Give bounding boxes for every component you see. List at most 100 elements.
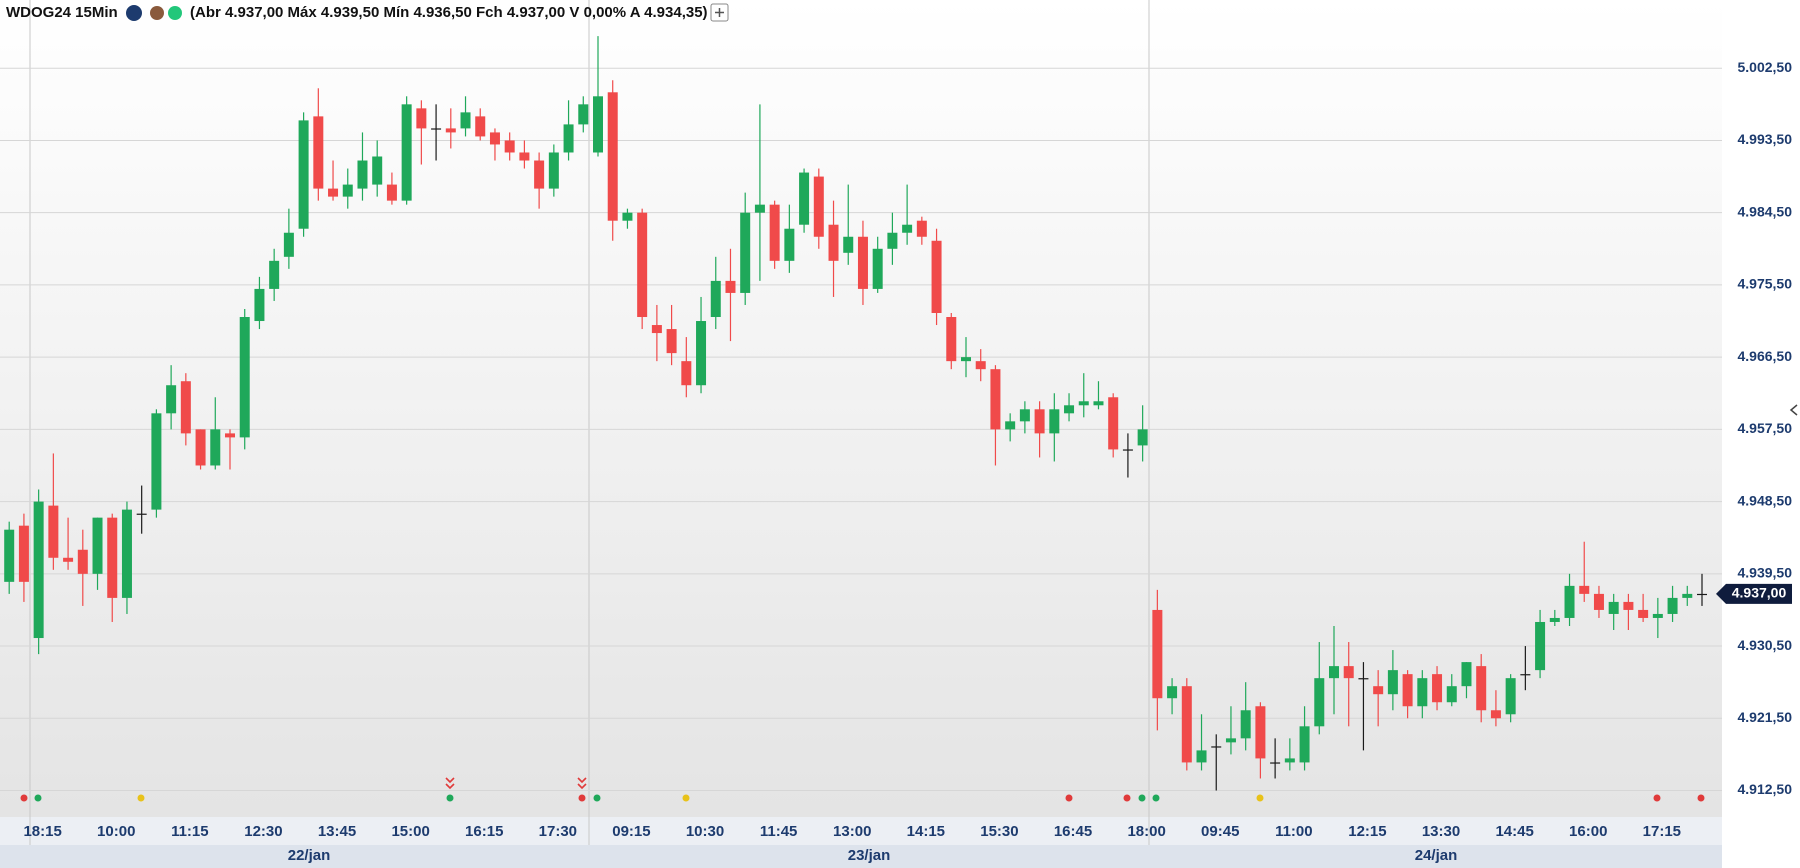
candle-body <box>1108 397 1119 450</box>
x-tick-label: 16:45 <box>1054 823 1092 840</box>
candle-body <box>740 212 751 293</box>
x-tick-label: 13:45 <box>318 823 356 840</box>
candle-body <box>1505 678 1516 715</box>
candle-body <box>121 509 132 598</box>
chart-title: WDOG24 15Min <box>6 4 118 21</box>
x-tick-label: 14:15 <box>907 823 945 840</box>
candle-body <box>357 160 368 189</box>
candle-body <box>813 176 824 237</box>
candle-body <box>1005 421 1016 430</box>
y-tick-label: 4.921,50 <box>1738 709 1793 725</box>
candle-body <box>1329 666 1339 679</box>
candle-body <box>1432 674 1443 703</box>
candle-body <box>961 357 971 362</box>
signal-dot <box>682 794 690 802</box>
x-tick-label: 09:45 <box>1201 823 1239 840</box>
signal-dot <box>1256 794 1264 802</box>
day-label: 24/jan <box>1415 847 1458 864</box>
candle-body <box>1652 613 1663 618</box>
x-tick-label: 12:30 <box>244 823 282 840</box>
y-tick-label: 4.966,50 <box>1738 348 1793 364</box>
candle-body <box>1299 726 1310 763</box>
signal-dot <box>137 794 145 802</box>
candle-body <box>489 132 500 145</box>
candle-body <box>872 248 883 289</box>
candle-body <box>1446 686 1457 703</box>
x-tick-label: 15:30 <box>980 823 1018 840</box>
candle-body <box>1682 593 1693 598</box>
candle-body <box>1196 750 1207 763</box>
candle-body <box>77 549 88 574</box>
candle-body <box>666 329 677 354</box>
candle-body <box>725 280 736 293</box>
signal-dot <box>20 794 28 802</box>
x-tick-label: 16:00 <box>1569 823 1607 840</box>
x-tick-label: 13:30 <box>1422 823 1460 840</box>
candle-body <box>857 236 868 289</box>
candle-body <box>460 112 471 129</box>
candle-body <box>431 128 442 130</box>
candles <box>4 36 1707 791</box>
signal-dot <box>1697 794 1705 802</box>
y-tick-label: 4.930,50 <box>1738 637 1793 653</box>
candle-body <box>1697 593 1707 596</box>
candle-body <box>1167 686 1178 699</box>
candle-body <box>504 140 515 153</box>
candle-body <box>946 317 957 362</box>
candle-body <box>916 220 927 237</box>
add-icon <box>715 8 724 17</box>
y-tick-label: 4.957,50 <box>1738 420 1793 436</box>
candle-body <box>328 188 339 197</box>
candle-body <box>254 288 265 322</box>
day-label: 23/jan <box>848 847 891 864</box>
candle-body <box>225 433 235 438</box>
candle-body <box>887 232 898 249</box>
x-tick-label: 15:00 <box>391 823 429 840</box>
candle-body <box>1387 670 1398 695</box>
signal-markers <box>20 777 1705 802</box>
candle-body <box>593 96 603 153</box>
candle-body <box>269 260 280 289</box>
y-tick-label: 4.948,50 <box>1738 492 1793 508</box>
candle-body <box>696 321 707 386</box>
collapse-arrow[interactable] <box>1789 404 1798 416</box>
candle-body <box>1064 405 1075 414</box>
x-tick-label: 16:15 <box>465 823 503 840</box>
candle-body <box>1608 601 1619 614</box>
candle-body <box>342 184 353 197</box>
candle-body <box>563 124 574 153</box>
signal-chevron <box>445 777 455 790</box>
x-tick-label: 12:15 <box>1348 823 1386 840</box>
status-icon <box>150 6 164 20</box>
candle-body <box>651 325 662 334</box>
candle-body <box>416 108 427 129</box>
time-axis-background <box>0 817 1722 845</box>
candle-body <box>1564 585 1575 618</box>
candle-body <box>1034 409 1045 434</box>
candle-body <box>784 228 795 261</box>
signal-dot <box>578 794 586 802</box>
candle-body <box>445 128 456 133</box>
x-tick-label: 11:45 <box>760 823 798 840</box>
x-tick-label: 17:15 <box>1643 823 1681 840</box>
candle-body <box>1476 666 1487 711</box>
y-tick-label: 4.912,50 <box>1738 781 1793 797</box>
candle-body <box>372 156 383 185</box>
signal-dot <box>1138 794 1146 802</box>
candle-body <box>1667 597 1678 614</box>
candle-body <box>1078 401 1089 406</box>
candle-body <box>710 280 721 318</box>
candle-body <box>931 240 942 313</box>
candle-body <box>239 317 250 438</box>
candle-body <box>1270 762 1281 764</box>
candle-body <box>180 381 191 434</box>
candle-body <box>1314 678 1325 727</box>
candle-body <box>151 413 162 510</box>
signal-chevron <box>577 777 587 790</box>
candle-body <box>578 104 589 125</box>
candle-body <box>136 513 147 515</box>
candle-body <box>4 529 15 582</box>
y-tick-label: 5.002,50 <box>1738 59 1793 75</box>
candle-body <box>210 429 221 466</box>
candle-body <box>1019 409 1030 422</box>
